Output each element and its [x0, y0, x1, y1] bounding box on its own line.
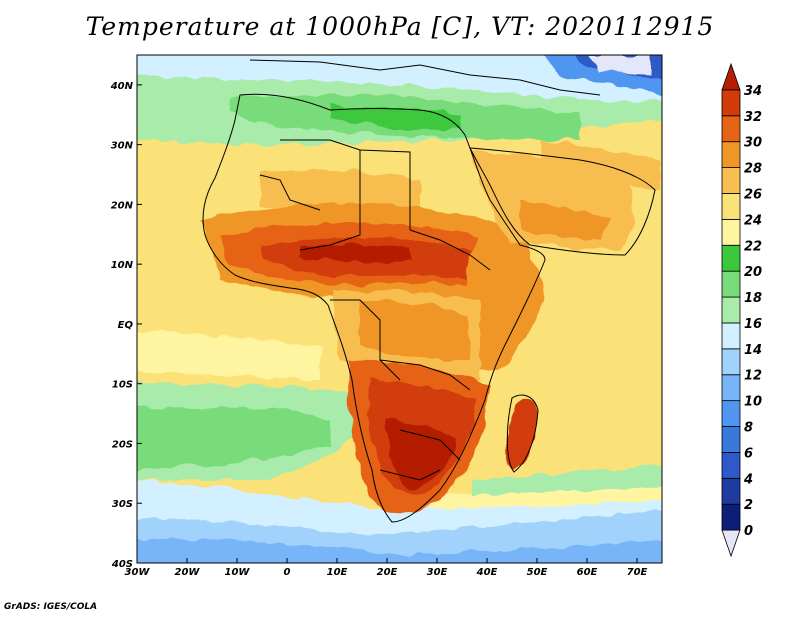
colorbar-swatch [721, 322, 741, 350]
colorbar-swatch [721, 270, 741, 298]
lat-tick-label: EQ [118, 320, 134, 331]
lon-tick-label: 10W [225, 567, 251, 578]
lat-tick-label: 40N [110, 81, 134, 92]
temperature-field [137, 55, 662, 563]
colorbar-label: 10 [744, 395, 762, 410]
colorbar-swatch [721, 452, 741, 479]
colorbar-swatch [721, 62, 741, 91]
colorbar-swatch [721, 141, 741, 168]
colorbar-swatch [721, 89, 741, 117]
colorbar-label: 2 [744, 498, 753, 513]
lat-tick-label: 30N [111, 141, 134, 152]
colorbar-label: 34 [744, 84, 762, 99]
colorbar-label: 8 [744, 421, 753, 436]
colorbar-label: 18 [744, 291, 762, 306]
credit-text: GrADS: IGES/COLA [4, 602, 98, 612]
colorbar-label: 30 [744, 136, 762, 151]
colorbar-swatch [721, 374, 741, 402]
colorbar-swatch [721, 529, 741, 558]
latitude-axis: 40N 30N 20N 10N EQ 10S 20S 30S 40S [110, 81, 142, 570]
lon-tick-label: 40E [476, 567, 498, 578]
lon-tick-label: 30E [427, 567, 448, 578]
lon-tick-label: 20E [377, 567, 398, 578]
coastlines [202, 59, 656, 523]
colorbar-swatch [721, 193, 741, 220]
lon-tick-label: 50E [527, 567, 548, 578]
lon-tick-label: 0 [284, 567, 291, 578]
colorbar-swatch [721, 503, 741, 531]
colorbar-swatch [721, 296, 741, 324]
colorbar-swatch [721, 167, 741, 194]
colorbar-swatch [721, 244, 741, 272]
colorbar-swatch [721, 218, 741, 246]
lat-tick-label: 10N [111, 260, 134, 271]
lat-tick-label: 10S [112, 380, 133, 391]
lon-tick-label: 30W [125, 567, 151, 578]
map-title: Temperature at 1000hPa [C], VT: 20201129… [85, 12, 715, 41]
colorbar-label: 16 [744, 317, 762, 332]
colorbar-swatch [721, 400, 741, 427]
lon-tick-label: 70E [627, 567, 648, 578]
lon-tick-label: 60E [577, 567, 598, 578]
lat-tick-label: 20N [111, 200, 134, 211]
colorbar-label: 32 [744, 110, 762, 125]
colorbar-swatch [721, 348, 741, 376]
colorbar-label: 28 [744, 162, 762, 177]
longitude-axis: 30W 20W 10W 0 10E 20E 30E 40E 50E 60E 70E [125, 558, 648, 578]
colorbar-label: 24 [744, 213, 762, 228]
colorbar-label: 22 [744, 239, 762, 254]
lon-tick-label: 20W [175, 567, 201, 578]
lat-tick-label: 30S [112, 499, 133, 510]
colorbar-label: 20 [744, 265, 762, 280]
colorbar-swatch [721, 115, 741, 143]
colorbar-label: 12 [744, 369, 762, 384]
colorbar-swatch [721, 477, 741, 505]
colorbar-label: 14 [744, 343, 762, 358]
lat-tick-label: 40S [111, 559, 133, 570]
lon-tick-label: 10E [327, 567, 348, 578]
colorbar-label: 6 [744, 446, 753, 461]
lat-tick-label: 20S [112, 439, 133, 450]
colorbar-label: 0 [744, 524, 753, 539]
colorbar-label: 4 [743, 472, 753, 487]
colorbar-swatch [721, 426, 741, 453]
colorbar-label: 26 [744, 187, 762, 202]
map-frame [136, 54, 663, 564]
